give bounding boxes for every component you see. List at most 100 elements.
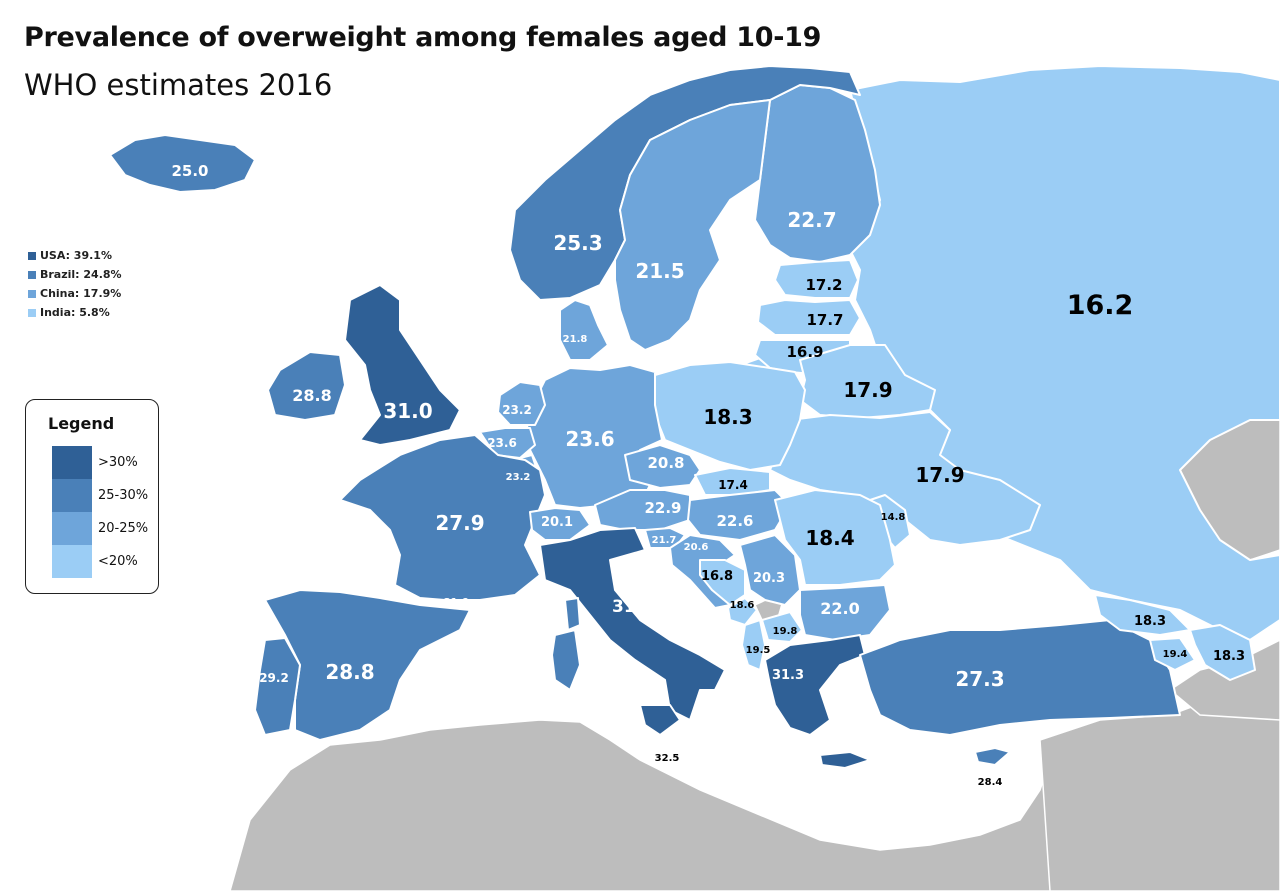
romania-shape (774, 489, 896, 586)
reference-list: USA: 39.1% Brazil: 24.8% China: 17.9% In… (28, 246, 122, 322)
sweden-shape (614, 99, 771, 351)
country-labels: 25.0 25.3 21.5 22.7 16.2 17.2 17.7 16.9 … (171, 162, 1245, 788)
legend-item-over-30: >30% (52, 446, 152, 479)
albania-shape (741, 619, 766, 671)
legend-swatch (52, 512, 92, 545)
label-italy: 31.5 (612, 597, 654, 617)
label-finland: 22.7 (787, 208, 836, 232)
hungary-shape (687, 489, 791, 541)
label-albania: 19.5 (746, 645, 771, 656)
legend-item-under-20: <20% (52, 545, 152, 578)
ukraine-shape (769, 411, 1041, 546)
label-slovenia: 21.7 (652, 535, 677, 546)
label-luxembourg: 23.2 (506, 472, 531, 483)
label-moldova: 14.8 (881, 512, 906, 523)
map-title: Prevalence of overweight among females a… (24, 22, 822, 53)
label-azerbaijan: 18.3 (1213, 649, 1245, 664)
serbia-shape (739, 534, 801, 606)
corsica-shape (564, 597, 581, 631)
greece-shape (764, 634, 866, 736)
netherlands-shape (497, 381, 546, 426)
legend-label: 20-25% (98, 521, 149, 536)
label-hungary: 22.6 (716, 512, 753, 530)
label-spain: 28.8 (325, 660, 374, 684)
label-belgium: 23.6 (487, 436, 517, 450)
italy-shape (539, 527, 726, 721)
north-macedonia-shape (761, 611, 803, 643)
label-montenegro: 18.6 (730, 600, 755, 611)
montenegro-shape (727, 597, 758, 626)
sicily-shape (639, 704, 681, 736)
legend-label: 25-30% (98, 488, 149, 503)
reference-label: China: 17.9% (40, 287, 122, 300)
label-turkey: 27.3 (955, 667, 1004, 691)
switzerland-shape (529, 507, 591, 541)
label-andorra: 31.6 (444, 597, 469, 608)
label-russia: 16.2 (1067, 290, 1134, 321)
label-poland: 18.3 (703, 405, 752, 429)
label-romania: 18.4 (805, 526, 854, 550)
armenia-shape (1149, 637, 1196, 671)
label-georgia: 18.3 (1134, 614, 1166, 629)
label-norway: 25.3 (553, 231, 602, 255)
legend-title: Legend (48, 414, 115, 433)
label-bosnia: 16.8 (701, 569, 733, 584)
label-czechia: 20.8 (647, 454, 684, 472)
uk-shape (344, 284, 461, 446)
label-armenia: 19.4 (1163, 649, 1188, 660)
reference-item-brazil: Brazil: 24.8% (28, 265, 122, 284)
france-shape (339, 434, 546, 601)
label-iceland: 25.0 (171, 162, 208, 180)
map-subtitle: WHO estimates 2016 (24, 68, 333, 102)
label-north-macedonia: 19.8 (773, 626, 798, 637)
label-lithuania: 16.9 (786, 343, 823, 361)
label-switzerland: 20.1 (541, 515, 573, 530)
label-serbia: 20.3 (753, 571, 785, 586)
portugal-shape (254, 637, 301, 736)
label-bulgaria: 22.0 (820, 599, 859, 618)
label-uk: 31.0 (383, 399, 432, 423)
legend-swatch (52, 545, 92, 578)
label-france: 27.9 (435, 511, 484, 535)
legend-item-25-30: 25-30% (52, 479, 152, 512)
turkey-shape (859, 619, 1181, 736)
reference-item-india: India: 5.8% (28, 303, 122, 322)
label-netherlands: 23.2 (502, 403, 532, 417)
label-ireland: 28.8 (292, 386, 331, 405)
reference-swatch (28, 251, 36, 260)
finland-shape (754, 84, 881, 263)
sardinia-shape (551, 629, 581, 691)
label-estonia: 17.2 (805, 276, 842, 294)
reference-label: Brazil: 24.8% (40, 268, 122, 281)
estonia-shape (774, 259, 859, 299)
reference-swatch (28, 308, 36, 317)
label-portugal: 29.2 (259, 671, 289, 685)
label-sweden: 21.5 (635, 259, 684, 283)
label-cyprus: 28.4 (978, 777, 1003, 788)
reference-label: USA: 39.1% (40, 249, 112, 262)
bulgaria-shape (799, 584, 891, 641)
iceland-shape (109, 134, 256, 193)
label-greece: 31.3 (772, 668, 804, 683)
azerbaijan-shape (1189, 624, 1256, 681)
label-croatia: 20.6 (684, 542, 709, 553)
non-europe-land (229, 419, 1280, 891)
legend-label: >30% (98, 455, 138, 470)
legend: Legend >30% 25-30% 20-25% <20% (25, 399, 159, 594)
denmark-shape (559, 299, 609, 361)
reference-item-china: China: 17.9% (28, 284, 122, 303)
label-germany: 23.6 (565, 427, 614, 451)
legend-label: <20% (98, 554, 138, 569)
european-countries (109, 65, 1280, 769)
reference-swatch (28, 270, 36, 279)
legend-swatch (52, 479, 92, 512)
label-latvia: 17.7 (806, 311, 843, 329)
ireland-shape (267, 351, 346, 421)
label-austria: 22.9 (644, 499, 681, 517)
czechia-shape (624, 444, 701, 489)
label-malta: 32.5 (655, 753, 680, 764)
label-belarus: 17.9 (843, 378, 892, 402)
cyprus-shape (974, 747, 1011, 766)
